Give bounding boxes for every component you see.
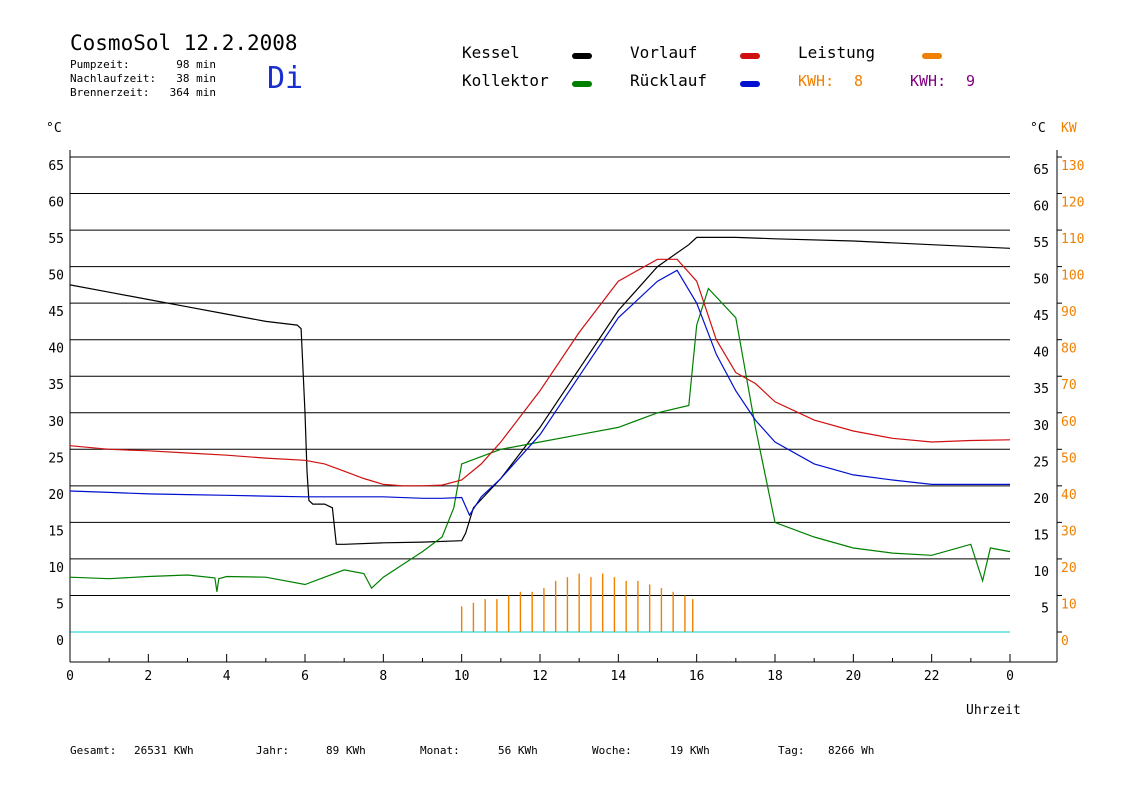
kwh-label: KWH: bbox=[910, 72, 946, 90]
y-tick-label: 5 bbox=[56, 597, 64, 612]
power-tick-label: 10 bbox=[1061, 597, 1077, 612]
x-tick-label: 12 bbox=[532, 669, 548, 684]
chart-title: CosmoSol 12.2.2008 bbox=[70, 31, 298, 55]
x-tick-label: 10 bbox=[454, 669, 470, 684]
x-tick-label: 8 bbox=[379, 669, 387, 684]
y2-tick-label: 55 bbox=[1033, 236, 1049, 251]
right-unit-power: KW bbox=[1061, 121, 1077, 136]
y2-tick-label: 50 bbox=[1033, 273, 1049, 288]
kwh-label: KWH: bbox=[798, 72, 834, 90]
y-tick-label: 50 bbox=[48, 269, 64, 284]
y2-tick-label: 45 bbox=[1033, 309, 1049, 324]
kwh-value: 9 bbox=[966, 72, 975, 90]
legend-swatch bbox=[572, 53, 592, 59]
power-tick-label: 60 bbox=[1061, 415, 1077, 430]
y-tick-label: 65 bbox=[48, 159, 64, 174]
legend-label: Kollektor bbox=[462, 71, 549, 90]
power-tick-label: 120 bbox=[1061, 196, 1084, 211]
weekday-label: Di bbox=[267, 61, 303, 96]
legend-label: Kessel bbox=[462, 43, 520, 62]
stat-label: Pumpzeit: bbox=[70, 58, 130, 71]
footer-label: Tag: bbox=[778, 744, 805, 757]
y-tick-label: 45 bbox=[48, 305, 64, 320]
y2-tick-label: 40 bbox=[1033, 346, 1049, 361]
y-tick-label: 60 bbox=[48, 196, 64, 211]
y-tick-label: 15 bbox=[48, 524, 64, 539]
stat-value: 38 min bbox=[176, 72, 216, 85]
x-tick-label: 14 bbox=[611, 669, 627, 684]
legend-swatch bbox=[572, 81, 592, 87]
series-vorlauf bbox=[69, 258, 1011, 487]
x-tick-label: 22 bbox=[924, 669, 940, 684]
y2-tick-label: 10 bbox=[1033, 565, 1049, 580]
left-unit: °C bbox=[46, 121, 62, 136]
y-tick-label: 20 bbox=[48, 488, 64, 503]
y-tick-label: 10 bbox=[48, 561, 64, 576]
series-kessel bbox=[69, 236, 1011, 545]
legend-swatch bbox=[740, 81, 760, 87]
power-tick-label: 20 bbox=[1061, 561, 1077, 576]
power-tick-label: 0 bbox=[1061, 634, 1069, 649]
power-tick-label: 50 bbox=[1061, 451, 1077, 466]
y2-tick-label: 5 bbox=[1041, 601, 1049, 616]
x-tick-label: 20 bbox=[846, 669, 862, 684]
y-tick-label: 55 bbox=[48, 232, 64, 247]
y2-tick-label: 60 bbox=[1033, 200, 1049, 215]
footer-value: 8266 Wh bbox=[828, 744, 874, 757]
power-tick-label: 130 bbox=[1061, 159, 1084, 174]
footer-value: 89 KWh bbox=[326, 744, 366, 757]
stat-value: 98 min bbox=[176, 58, 216, 71]
x-tick-label: 0 bbox=[66, 669, 74, 684]
footer-label: Woche: bbox=[592, 744, 632, 757]
power-tick-label: 70 bbox=[1061, 378, 1077, 393]
footer-value: 19 KWh bbox=[670, 744, 710, 757]
y2-tick-label: 15 bbox=[1033, 528, 1049, 543]
power-tick-label: 90 bbox=[1061, 305, 1077, 320]
x-tick-label: 18 bbox=[767, 669, 783, 684]
y2-tick-label: 20 bbox=[1033, 492, 1049, 507]
series-rcklauf bbox=[69, 269, 1010, 517]
y2-tick-label: 65 bbox=[1033, 163, 1049, 178]
power-tick-label: 80 bbox=[1061, 342, 1077, 357]
x-tick-label: 16 bbox=[689, 669, 705, 684]
x-tick-label: 0 bbox=[1006, 669, 1014, 684]
footer-label: Jahr: bbox=[256, 744, 289, 757]
footer-label: Gesamt: bbox=[70, 744, 116, 757]
series-kollektor bbox=[69, 287, 1011, 592]
y-tick-label: 25 bbox=[48, 451, 64, 466]
stat-value: 364 min bbox=[170, 86, 216, 99]
x-tick-label: 6 bbox=[301, 669, 309, 684]
right-unit-temp: °C bbox=[1030, 121, 1046, 136]
x-axis-label: Uhrzeit bbox=[966, 703, 1021, 718]
x-tick-label: 2 bbox=[144, 669, 152, 684]
footer-label: Monat: bbox=[420, 744, 460, 757]
stat-label: Brennerzeit: bbox=[70, 86, 149, 99]
y2-tick-label: 25 bbox=[1033, 455, 1049, 470]
legend-swatch bbox=[922, 53, 942, 59]
y-tick-label: 0 bbox=[56, 634, 64, 649]
legend-swatch bbox=[740, 53, 760, 59]
legend-label: Vorlauf bbox=[630, 43, 697, 62]
power-tick-label: 100 bbox=[1061, 269, 1084, 284]
footer-value: 56 KWh bbox=[498, 744, 538, 757]
y-tick-label: 40 bbox=[48, 342, 64, 357]
stat-label: Nachlaufzeit: bbox=[70, 72, 156, 85]
x-tick-label: 4 bbox=[223, 669, 231, 684]
y2-tick-label: 35 bbox=[1033, 382, 1049, 397]
power-tick-label: 30 bbox=[1061, 524, 1077, 539]
legend-label: Leistung bbox=[798, 43, 875, 62]
footer-value: 26531 KWh bbox=[134, 744, 194, 757]
y-tick-label: 30 bbox=[48, 415, 64, 430]
power-tick-label: 40 bbox=[1061, 488, 1077, 503]
power-tick-label: 110 bbox=[1061, 232, 1084, 247]
y-tick-label: 35 bbox=[48, 378, 64, 393]
kwh-value: 8 bbox=[854, 72, 863, 90]
legend-label: Rücklauf bbox=[630, 71, 707, 90]
y2-tick-label: 30 bbox=[1033, 419, 1049, 434]
